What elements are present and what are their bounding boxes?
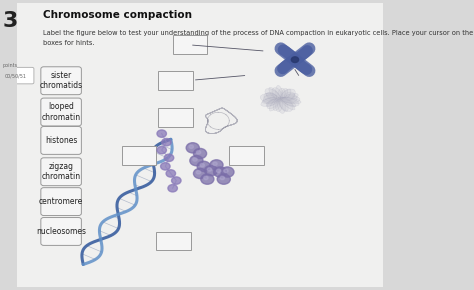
Text: looped
chromatin: looped chromatin	[42, 102, 81, 122]
Ellipse shape	[267, 99, 279, 109]
Ellipse shape	[278, 88, 285, 99]
Text: boxes for hints.: boxes for hints.	[43, 40, 94, 46]
Text: centromere: centromere	[39, 197, 83, 206]
Ellipse shape	[275, 85, 283, 102]
Text: 3: 3	[3, 11, 18, 31]
Ellipse shape	[269, 87, 281, 102]
FancyBboxPatch shape	[41, 67, 82, 95]
FancyBboxPatch shape	[41, 218, 82, 245]
Ellipse shape	[283, 96, 300, 103]
Circle shape	[220, 176, 225, 180]
Ellipse shape	[282, 97, 299, 106]
Circle shape	[189, 145, 193, 148]
Circle shape	[221, 167, 234, 177]
Ellipse shape	[272, 88, 282, 101]
Circle shape	[207, 168, 212, 171]
FancyBboxPatch shape	[41, 126, 82, 154]
Circle shape	[204, 176, 208, 180]
Text: nucleosomes: nucleosomes	[36, 227, 86, 236]
FancyBboxPatch shape	[0, 67, 34, 84]
Text: Chromosome compaction: Chromosome compaction	[43, 10, 192, 20]
Ellipse shape	[273, 99, 281, 110]
Circle shape	[157, 130, 166, 137]
Ellipse shape	[269, 98, 281, 111]
Text: sister
chromatids: sister chromatids	[39, 71, 82, 90]
Circle shape	[166, 170, 175, 177]
Circle shape	[193, 148, 207, 159]
Ellipse shape	[280, 97, 295, 110]
Ellipse shape	[264, 93, 277, 101]
Circle shape	[213, 162, 217, 166]
Ellipse shape	[266, 93, 277, 100]
Ellipse shape	[281, 89, 291, 100]
Bar	[156, 232, 191, 250]
Ellipse shape	[281, 98, 301, 104]
Circle shape	[200, 164, 204, 167]
FancyBboxPatch shape	[41, 98, 82, 126]
Text: Label the figure below to test your understanding of the process of DNA compacti: Label the figure below to test your unde…	[43, 30, 473, 36]
Ellipse shape	[279, 98, 288, 112]
FancyBboxPatch shape	[41, 158, 82, 186]
Circle shape	[204, 166, 218, 176]
Bar	[173, 35, 207, 54]
Circle shape	[161, 163, 170, 170]
Ellipse shape	[277, 97, 286, 113]
Ellipse shape	[283, 99, 296, 107]
Circle shape	[210, 160, 223, 170]
Text: histones: histones	[45, 136, 77, 145]
Ellipse shape	[279, 97, 293, 111]
Circle shape	[217, 174, 230, 184]
Ellipse shape	[283, 92, 295, 100]
Ellipse shape	[266, 99, 277, 106]
Ellipse shape	[263, 95, 275, 104]
Circle shape	[190, 155, 203, 166]
Text: points: points	[3, 63, 18, 68]
Ellipse shape	[265, 88, 281, 102]
Bar	[158, 71, 193, 90]
Circle shape	[162, 138, 171, 146]
Circle shape	[196, 151, 201, 154]
Ellipse shape	[285, 94, 297, 103]
Circle shape	[214, 167, 227, 177]
Ellipse shape	[261, 97, 280, 106]
Circle shape	[292, 57, 299, 63]
Circle shape	[172, 177, 181, 184]
Ellipse shape	[260, 94, 279, 103]
Bar	[121, 146, 156, 165]
Text: zigzag
chromatin: zigzag chromatin	[42, 162, 81, 182]
Circle shape	[217, 169, 221, 173]
Circle shape	[157, 146, 166, 154]
Circle shape	[168, 184, 177, 192]
Circle shape	[201, 174, 214, 184]
Circle shape	[197, 161, 210, 171]
Text: 00/50/51: 00/50/51	[5, 73, 27, 78]
Ellipse shape	[280, 88, 288, 100]
Circle shape	[224, 169, 228, 173]
Circle shape	[193, 168, 207, 179]
Ellipse shape	[262, 98, 277, 104]
Circle shape	[193, 158, 197, 161]
Ellipse shape	[280, 89, 295, 102]
Circle shape	[164, 154, 174, 162]
Circle shape	[196, 171, 201, 174]
Circle shape	[186, 143, 199, 153]
FancyBboxPatch shape	[41, 188, 82, 215]
Ellipse shape	[276, 99, 283, 112]
Bar	[158, 108, 193, 126]
Ellipse shape	[283, 93, 298, 101]
Bar	[229, 146, 264, 165]
